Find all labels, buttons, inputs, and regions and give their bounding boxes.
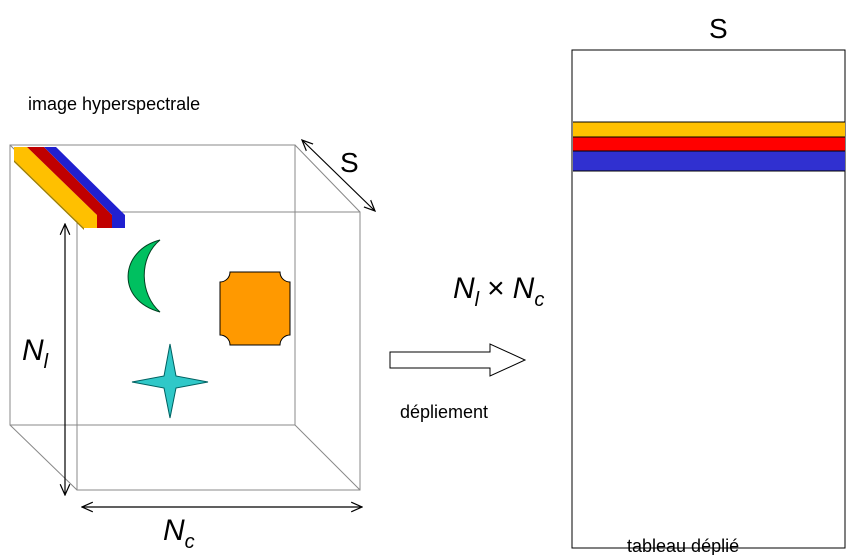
diagram: image hyperspectrale S Nl Nc Nl×Nc dépli… (0, 0, 846, 555)
product-left-sub: l (475, 289, 480, 311)
arrow-label: dépliement (400, 402, 488, 422)
table-label: tableau déplié (627, 536, 739, 555)
product-right-base: N (513, 272, 535, 305)
cols-label: Nc (163, 514, 195, 553)
unfolded-table (572, 50, 845, 548)
rows-label: Nl (22, 334, 49, 373)
product-label: Nl×Nc (453, 272, 544, 311)
product-op: × (487, 272, 505, 305)
product-right-sub: c (534, 289, 544, 311)
star (132, 344, 208, 418)
depth-label: S (340, 147, 359, 178)
table-top-label: S (709, 13, 728, 44)
octagon (220, 272, 290, 345)
cols-base: N (163, 514, 185, 547)
rows-sub: l (44, 351, 49, 373)
spectral-stripes (14, 147, 125, 230)
rows-base: N (22, 334, 44, 367)
image-label: image hyperspectrale (28, 94, 200, 114)
cols-sub: c (185, 531, 195, 553)
product-left-base: N (453, 272, 475, 305)
crescent (128, 240, 160, 312)
unfold-arrow (390, 344, 525, 376)
